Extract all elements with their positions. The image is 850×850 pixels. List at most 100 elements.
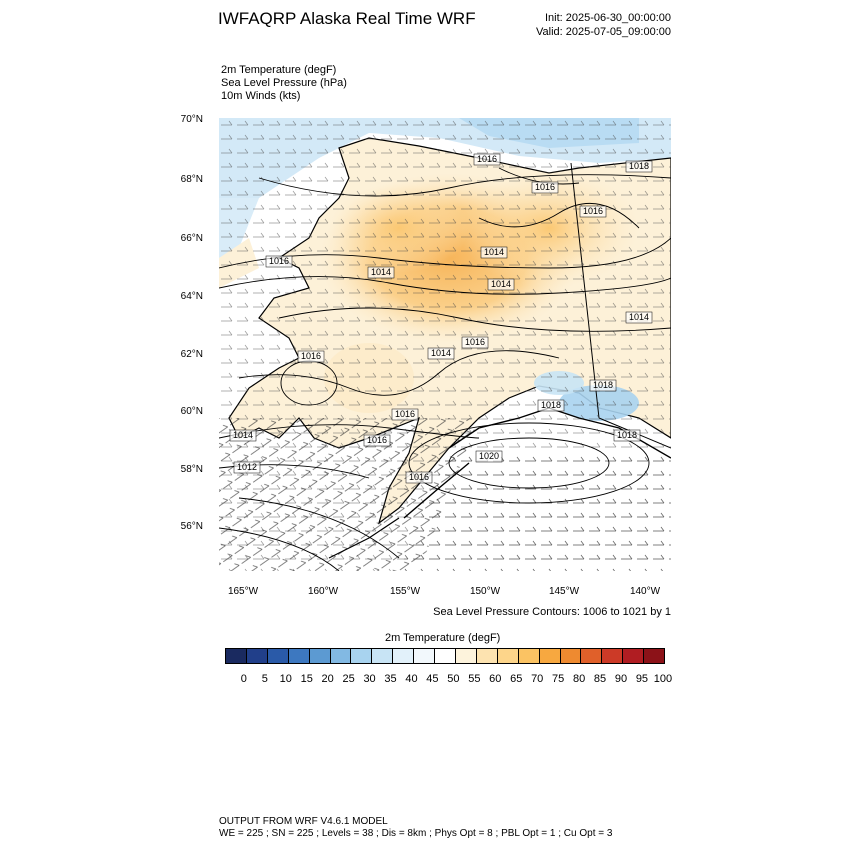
lon-label-160: 160°W	[307, 586, 339, 597]
colorbar-tick-label: 95	[635, 673, 649, 685]
footer-config: WE = 225 ; SN = 225 ; Levels = 38 ; Dis …	[219, 828, 613, 839]
colorbar-swatch	[372, 649, 394, 663]
svg-text:1014: 1014	[491, 279, 511, 289]
colorbar-swatch	[623, 649, 645, 663]
colorbar-swatch	[476, 649, 498, 663]
svg-text:1016: 1016	[409, 472, 429, 482]
colorbar-tick-label: 45	[426, 673, 439, 685]
slp-contour-label: 1018	[589, 379, 617, 392]
lat-label-56: 56°N	[180, 521, 203, 532]
colorbar-swatch	[518, 649, 540, 663]
svg-text:1018: 1018	[629, 161, 649, 171]
colorbar-tick-label: 10	[279, 673, 292, 685]
lat-label-60: 60°N	[180, 406, 203, 417]
lat-label-58: 58°N	[180, 464, 203, 475]
svg-text:1016: 1016	[535, 182, 555, 192]
field-pressure: Sea Level Pressure (hPa)	[221, 77, 347, 89]
lon-label-145: 145°W	[548, 586, 580, 597]
colorbar-swatch	[288, 649, 310, 663]
colorbar-swatch	[560, 649, 582, 663]
svg-text:1014: 1014	[629, 312, 649, 322]
colorbar-swatch	[393, 649, 415, 663]
colorbar	[225, 648, 665, 664]
svg-text:1014: 1014	[233, 430, 253, 440]
valid-time: Valid: 2025-07-05_09:00:00	[536, 26, 671, 38]
footer-model: OUTPUT FROM WRF V4.6.1 MODEL	[219, 816, 388, 827]
lat-label-62: 62°N	[180, 349, 203, 360]
colorbar-swatch	[267, 649, 289, 663]
lon-label-150: 150°W	[469, 586, 501, 597]
colorbar-tick-label: 20	[321, 673, 334, 685]
colorbar-tick-label: 50	[447, 673, 460, 685]
colorbar-swatch	[246, 649, 268, 663]
colorbar-labels: 0 5 10 15 20 25 30 35 40 45 50 55 60 65 70 75 80 85 90 95 10…	[225, 673, 672, 687]
colorbar-tick-label: 0	[240, 673, 247, 685]
colorbar-swatch	[351, 649, 373, 663]
colorbar-tick-label: 100	[653, 673, 673, 685]
svg-text:1018: 1018	[617, 430, 637, 440]
lat-label-64: 64°N	[180, 291, 203, 302]
field-temperature: 2m Temperature (degF)	[221, 64, 337, 76]
slp-contour-label: 1016	[297, 350, 325, 363]
colorbar-tick-label: 85	[593, 673, 607, 685]
svg-text:1012: 1012	[237, 462, 257, 472]
slp-contour-label: 1016	[461, 336, 489, 349]
colorbar-tick-label: 75	[552, 673, 565, 685]
colorbar-title: 2m Temperature (degF)	[385, 632, 501, 644]
chart-title: IWFAQRP Alaska Real Time WRF	[218, 9, 476, 28]
colorbar-tick-label: 25	[342, 673, 355, 685]
svg-text:1014: 1014	[371, 267, 391, 277]
slp-contour-label: 1016	[391, 408, 419, 421]
lat-label-66: 66°N	[180, 233, 203, 244]
svg-text:1020: 1020	[479, 451, 499, 461]
slp-contours	[219, 167, 671, 571]
slp-contour-label: 1016	[405, 471, 433, 484]
colorbar-tick-label: 35	[384, 673, 397, 685]
svg-text:1014: 1014	[484, 247, 504, 257]
slp-contour-label: 1018	[537, 399, 565, 412]
colorbar-tick-label: 65	[510, 673, 523, 685]
lon-label-155: 155°W	[389, 586, 421, 597]
svg-text:1016: 1016	[367, 435, 387, 445]
colorbar-swatch	[455, 649, 477, 663]
slp-contour-label: 1014	[487, 278, 515, 291]
colorbar-swatch	[226, 649, 247, 663]
svg-text:1018: 1018	[541, 400, 561, 410]
slp-contour-label: 1016	[531, 181, 559, 194]
svg-text:1016: 1016	[301, 351, 321, 361]
svg-text:1018: 1018	[593, 380, 613, 390]
colorbar-tick-label: 90	[614, 673, 628, 685]
slp-contour-label: 1016	[363, 434, 391, 447]
colorbar-swatch	[309, 649, 331, 663]
colorbar-swatch	[539, 649, 561, 663]
slp-contour-label: 1018	[625, 160, 653, 173]
slp-contour-label: 1020	[475, 450, 503, 463]
svg-text:1014: 1014	[431, 348, 451, 358]
lat-label-70: 70°N	[180, 114, 203, 125]
colorbar-swatch	[497, 649, 519, 663]
colorbar-swatch	[644, 649, 665, 663]
slp-contour-label: 1012	[233, 461, 261, 474]
slp-contour-label: 1014	[625, 311, 653, 324]
field-winds: 10m Winds (kts)	[221, 90, 301, 102]
colorbar-tick-label: 70	[531, 673, 544, 685]
slp-contour-label: 1014	[480, 246, 508, 259]
colorbar-tick-label: 15	[300, 673, 313, 685]
svg-text:1016: 1016	[395, 409, 415, 419]
map-svg: 1016 1018 1016 1016 1016 1014 1014 1014 1014 1014…	[219, 118, 671, 571]
svg-text:1016: 1016	[583, 206, 603, 216]
colorbar-tick-label: 55	[468, 673, 481, 685]
slp-contour-label: 1014	[427, 347, 455, 360]
colorbar-swatch	[581, 649, 603, 663]
slp-contour-label: 1016	[265, 255, 293, 268]
lon-label-165: 165°W	[227, 586, 259, 597]
slp-contour-label: 1016	[579, 205, 607, 218]
slp-contour-label: 1018	[613, 429, 641, 442]
colorbar-swatch	[602, 649, 624, 663]
colorbar-tick-label: 5	[261, 673, 268, 685]
svg-text:1016: 1016	[465, 337, 485, 347]
colorbar-swatch	[330, 649, 352, 663]
init-time: Init: 2025-06-30_00:00:00	[545, 12, 671, 24]
svg-text:1016: 1016	[269, 256, 289, 266]
slp-contour-label: 1014	[367, 266, 395, 279]
